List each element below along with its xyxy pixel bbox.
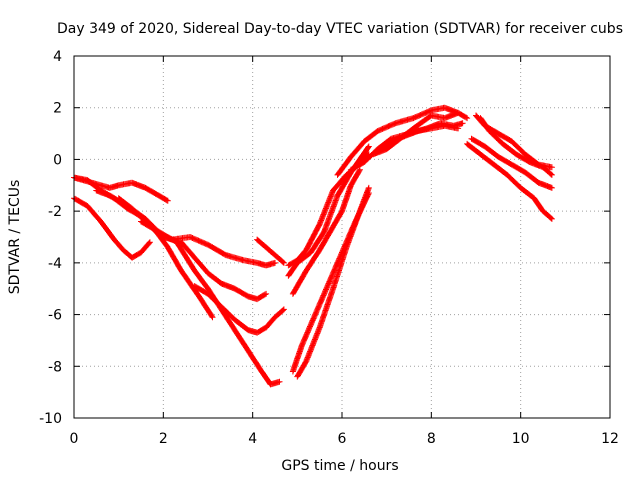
y-tick-label: -2 [48,204,62,220]
y-tick-label: 0 [53,152,62,168]
x-tick-label: 8 [427,431,436,447]
plus-markers [138,218,283,388]
series-track-7 [138,218,283,388]
y-axis-label: SDTVAR / TECUs [7,180,23,295]
series-track-14 [334,104,462,178]
x-axis-label: GPS time / hours [281,458,398,474]
axes: 0 2 4 6 8 10 12 -10 -8 -6 -4 -2 0 2 4 [39,49,619,447]
chart-title: Day 349 of 2020, Sidereal Day-to-day VTE… [57,21,623,37]
y-tick-label: -4 [48,256,62,272]
plus-markers [374,122,462,155]
y-tick-label: 2 [53,101,62,117]
series-track-3 [71,195,153,261]
data-markers [71,104,555,388]
plus-markers [289,166,363,297]
plus-markers [464,140,555,222]
series-track-21 [473,112,555,171]
gridlines [74,56,610,418]
x-tick-label: 2 [159,431,168,447]
plus-markers [294,184,372,380]
plus-markers [254,236,287,266]
series-track-17 [374,122,462,155]
series-track-18 [464,140,555,222]
plus-markers [473,112,555,171]
x-tick-label: 6 [338,431,347,447]
x-tick-label: 12 [601,431,619,447]
y-tick-label: 4 [53,49,62,65]
series-track-8 [254,236,287,266]
x-tick-label: 4 [248,431,257,447]
y-tick-label: -8 [48,359,62,375]
plus-markers [334,104,462,178]
series-track-11 [289,166,363,297]
y-tick-label: -10 [39,411,62,427]
plus-markers [71,195,153,261]
series-track-19 [468,135,555,191]
series-track-13 [294,184,372,380]
plus-markers [468,135,555,191]
x-tick-label: 10 [512,431,530,447]
x-tick-label: 0 [70,431,79,447]
y-tick-label: -6 [48,308,62,324]
plot-frame [73,55,611,419]
